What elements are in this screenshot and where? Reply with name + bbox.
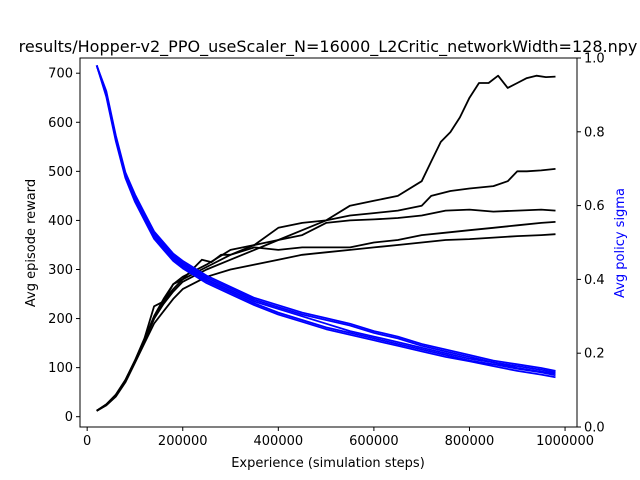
x-tick-label: 400000 <box>254 434 304 449</box>
y-tick-label: 0 <box>65 410 73 425</box>
y-tick-label: 200 <box>48 312 73 327</box>
series-layer <box>95 65 556 412</box>
y2-tick-label: 1.0 <box>584 52 605 67</box>
x-axis-label: Experience (simulation steps) <box>231 456 425 471</box>
x-tick-label: 0 <box>83 434 91 449</box>
y-tick-label: 400 <box>48 214 73 229</box>
x-tick-label: 800000 <box>445 434 495 449</box>
x-axis: 0 200000 400000 600000 800000 1000000 <box>83 427 594 449</box>
x-tick-label: 1000000 <box>536 434 594 449</box>
y-tick-label: 700 <box>48 67 73 82</box>
y-axis-left: 0 100 200 300 400 500 600 700 <box>48 67 80 425</box>
x-tick-label: 600000 <box>349 434 399 449</box>
y2-tick-label: 0.8 <box>584 125 605 140</box>
y2-tick-label: 0.4 <box>584 273 605 288</box>
sigma-series-line-5 <box>95 65 556 379</box>
y-tick-label: 500 <box>48 165 73 180</box>
y-axis-right: 0.0 0.2 0.4 0.6 0.8 1.0 <box>577 52 605 436</box>
x-tick-label: 200000 <box>158 434 208 449</box>
sigma-series-line-3 <box>95 65 556 372</box>
plot-frame <box>79 57 578 428</box>
y2-axis-label: Avg policy sigma <box>613 188 628 298</box>
chart-title: results/Hopper-v2_PPO_useScaler_N=16000_… <box>19 37 638 57</box>
y-tick-label: 300 <box>48 263 73 278</box>
y2-tick-label: 0.6 <box>584 199 605 214</box>
y2-tick-label: 0.2 <box>584 347 605 362</box>
y2-tick-label: 0.0 <box>584 421 605 436</box>
y-axis-label: Avg episode reward <box>24 179 39 307</box>
y-tick-label: 100 <box>48 361 73 376</box>
reward-series-line-5 <box>96 233 556 412</box>
y-tick-label: 600 <box>48 116 73 131</box>
